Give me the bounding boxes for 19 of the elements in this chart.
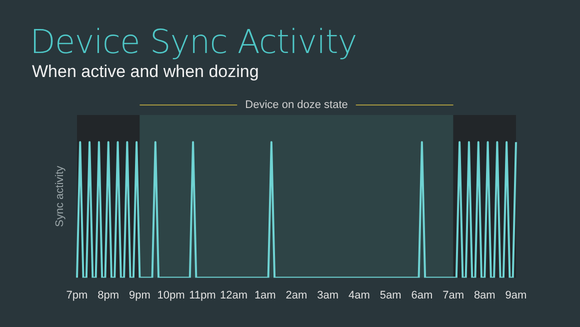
chart-subtitle: When active and when dozing (32, 62, 259, 82)
chart-title: Device Sync Activity (30, 22, 357, 61)
x-tick-label: 11pm (189, 289, 216, 302)
y-axis-title: Sync activity (54, 165, 66, 227)
x-tick-label: 8pm (98, 289, 120, 302)
x-tick-label: 7pm (66, 289, 88, 302)
x-tick-label: 1am (254, 289, 276, 302)
band-label: Device on doze state (245, 99, 348, 112)
x-tick-label: 7am (442, 289, 464, 302)
x-tick-label: 2am (286, 289, 308, 302)
x-tick-label: 9am (505, 289, 527, 302)
x-tick-label: 3am (317, 289, 339, 302)
x-tick-label: 4am (348, 289, 370, 302)
x-tick-label: 12am (220, 289, 248, 302)
x-tick-label: 9pm (129, 289, 150, 302)
x-tick-label: 10pm (157, 289, 185, 302)
x-tick-label: 5am (380, 289, 402, 302)
x-tick-label: 8am (474, 289, 496, 302)
x-tick-label: 6am (411, 289, 433, 302)
